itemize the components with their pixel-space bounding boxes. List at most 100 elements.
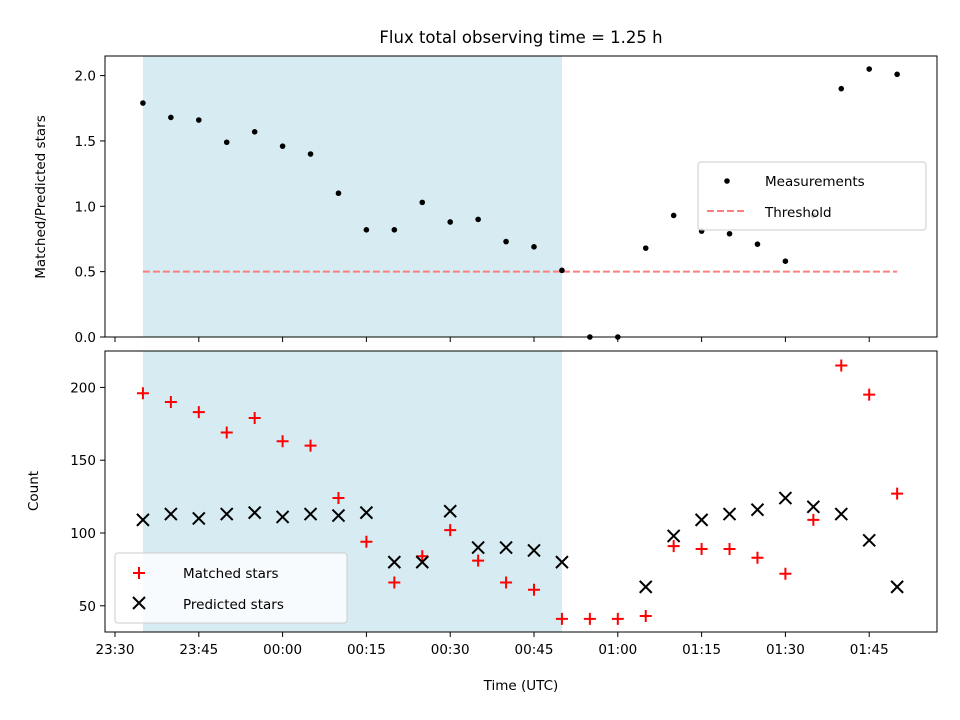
matched-star-point (220, 426, 233, 439)
matched-star-point (611, 612, 624, 625)
predicted-star-point (415, 555, 429, 569)
matched-star-point (500, 576, 513, 589)
legend-predicted-label: Predicted stars (183, 597, 284, 613)
measurement-point (279, 143, 286, 149)
top-x-ticks (114, 337, 870, 342)
measurement-point (168, 114, 174, 121)
matched-star-point (416, 550, 429, 563)
predicted-star-point (275, 510, 290, 524)
measurement-point (726, 230, 733, 237)
legend-matched-marker (133, 567, 145, 579)
legend-matched-label: Matched stars (183, 566, 279, 582)
predicted-star-point (639, 580, 653, 594)
measurement-point (335, 190, 342, 197)
measurement-point (531, 244, 537, 250)
matched-star-point (583, 612, 596, 625)
predicted-star-point (192, 511, 206, 526)
matched-star-point (835, 359, 848, 372)
predicted-star-point (247, 505, 262, 520)
predicted-star-point (303, 507, 318, 521)
y-tick-label: 200 (70, 380, 96, 396)
matched-star-point (807, 513, 820, 526)
legend-predicted-marker (132, 596, 146, 610)
predicted-star-point (359, 505, 374, 520)
matched-star-point (695, 543, 708, 556)
measurement-point (447, 219, 454, 225)
measurement-point (559, 267, 565, 274)
y-tick-label: 150 (70, 453, 96, 469)
measurement-point (642, 245, 649, 251)
x-tick-label: 00:00 (263, 642, 302, 658)
x-tick-label: 01:30 (766, 642, 805, 658)
matched-star-point (891, 487, 904, 500)
measurement-point (307, 151, 314, 157)
matched-star-point (779, 567, 792, 580)
x-tick-label: 01:00 (598, 642, 637, 658)
y-tick-label: 100 (70, 526, 96, 542)
matched-star-point (388, 576, 401, 589)
measurement-point (363, 227, 370, 233)
measurement-point (754, 241, 761, 248)
predicted-star-point (387, 555, 402, 569)
bottom-y-ticks: 50 100 150 200 (70, 380, 105, 615)
matched-star-point (136, 387, 149, 400)
y-tick-label: 0.0 (75, 330, 96, 346)
measurement-point (251, 129, 258, 135)
predicted-star-point (834, 507, 848, 521)
predicted-star-point (666, 529, 681, 543)
legend-threshold-label: Threshold (764, 205, 832, 221)
matched-star-point (164, 395, 177, 408)
top-axes-frame (104, 55, 938, 338)
matched-star-point (472, 554, 485, 567)
legend-measurements-marker (724, 178, 730, 184)
predicted-star-point (862, 533, 876, 547)
matched-star-point (723, 543, 736, 556)
bottom-x-ticks: 23:30 23:45 00:00 00:15 00:30 00:45 01:00 01:15… (96, 632, 889, 658)
measurement-point (419, 199, 426, 206)
predicted-star-point (220, 507, 234, 521)
measurement-point (670, 212, 677, 219)
matched-star-point (332, 492, 345, 505)
y-tick-label: 1.5 (75, 134, 96, 150)
top-y-ticks: 0.0 0.5 1.0 1.5 2.0 (75, 69, 105, 346)
measurement-point (223, 139, 230, 146)
measurement-point (475, 216, 481, 223)
x-tick-label: 01:45 (850, 642, 889, 658)
predicted-star-point (722, 507, 737, 521)
legend-measurements-label: Measurements (765, 174, 865, 190)
predicted-star-point (694, 513, 709, 527)
measurement-point (894, 71, 900, 78)
x-tick-label: 00:30 (431, 642, 470, 658)
top-legend: Measurements Threshold (697, 161, 927, 231)
predicted-star-point (555, 555, 569, 569)
bottom-legend-box (114, 552, 348, 624)
measurement-point (866, 66, 873, 72)
measurement-point (140, 100, 146, 106)
predicted-star-point (750, 502, 765, 517)
matched-star-point (555, 612, 568, 625)
matched-star-point (444, 524, 457, 537)
x-tick-label: 23:45 (179, 642, 218, 658)
y-tick-label: 0.5 (75, 265, 96, 281)
bottom-y-axis-label: Count (26, 471, 42, 511)
bottom-panel: 50 100 150 200 23:30 23:45 00:00 00:15 00:30 00:… (26, 350, 938, 694)
observing-window-shade-top (142, 56, 562, 337)
x-tick-label: 01:15 (682, 642, 721, 658)
measurement-point (391, 227, 398, 233)
y-tick-label: 2.0 (75, 69, 96, 85)
predicted-star-point (443, 504, 457, 518)
top-y-axis-label: Matched/Predicted stars (33, 115, 49, 278)
predicted-star-point (499, 540, 513, 555)
measurement-points (140, 66, 900, 340)
predicted-star-point (331, 508, 346, 523)
matched-star-point (751, 551, 764, 564)
matched-star-point (304, 439, 317, 452)
x-tick-label: 00:15 (347, 642, 386, 658)
matched-star-point (667, 540, 680, 553)
matched-star-point (863, 388, 876, 401)
measurement-point (838, 85, 845, 92)
measurement-point (782, 258, 789, 264)
matched-star-point (528, 583, 541, 596)
